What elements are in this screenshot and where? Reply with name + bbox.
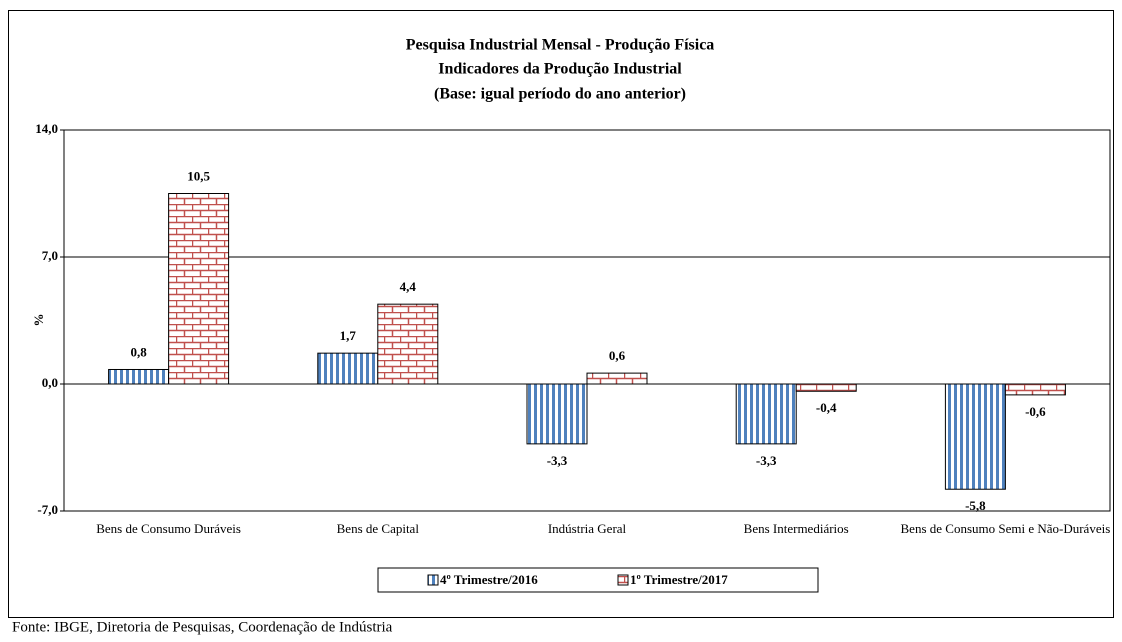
- bar: [735, 383, 797, 445]
- chart-title: (Base: igual período do ano anterior): [434, 86, 686, 103]
- x-tick-label: Indústria Geral: [547, 521, 627, 536]
- frame: [8, 10, 1114, 618]
- y-tick-label: 0,0: [42, 375, 58, 390]
- x-tick-label: Bens de Consumo Duráveis: [96, 521, 241, 536]
- x-tick-label: Bens Intermediários: [743, 521, 849, 536]
- x-tick-label: Bens de Capital: [336, 521, 419, 536]
- source: Fonte: IBGE, Diretoria de Pesquisas, Coo…: [12, 619, 393, 635]
- data-label: 4,4: [400, 279, 417, 294]
- data-label: -0,6: [1025, 404, 1046, 419]
- chart-title: Indicadores da Produção Industrial: [438, 61, 682, 78]
- bar: [168, 193, 230, 385]
- data-label: -0,4: [816, 400, 837, 415]
- data-label: -3,3: [756, 453, 777, 468]
- y-tick-label: 7,0: [42, 248, 58, 263]
- bar: [377, 303, 439, 385]
- x-tick-label-box: Bens de Consumo Semi e Não-Duráveis: [900, 521, 1111, 536]
- x-tick-label: Bens de Consumo Semi e Não-Duráveis: [900, 521, 1111, 536]
- data-label: -3,3: [547, 453, 568, 468]
- x-tick-label-box: Bens de Capital: [336, 521, 419, 536]
- bar: [1004, 383, 1066, 396]
- bar: [108, 368, 170, 385]
- x-tick-label-box: Bens Intermediários: [743, 521, 849, 536]
- y-tick-label: 14,0: [35, 121, 58, 136]
- legend-swatch: [617, 574, 629, 586]
- bar: [944, 383, 1006, 490]
- x-tick-label-box: Bens de Consumo Duráveis: [96, 521, 241, 536]
- bar: [586, 372, 648, 385]
- data-label: 1,7: [340, 328, 357, 343]
- x-tick-label-box: Indústria Geral: [547, 521, 627, 536]
- chart-title: Pesquisa Industrial Mensal - Produção Fí…: [406, 37, 715, 54]
- legend-swatch: [427, 574, 439, 586]
- y-axis-label: %: [31, 314, 46, 327]
- data-label: 0,6: [609, 348, 626, 363]
- data-label: 0,8: [130, 344, 147, 359]
- bar: [526, 383, 588, 445]
- bar: [795, 383, 857, 392]
- legend: [377, 567, 819, 593]
- legend-label: 4º Trimestre/2016: [440, 572, 538, 587]
- data-label: -5,8: [965, 498, 986, 513]
- data-label: 10,5: [187, 168, 210, 183]
- legend-label: 1º Trimestre/2017: [630, 572, 728, 587]
- bar: [317, 352, 379, 385]
- y-tick-label: -7,0: [37, 502, 58, 517]
